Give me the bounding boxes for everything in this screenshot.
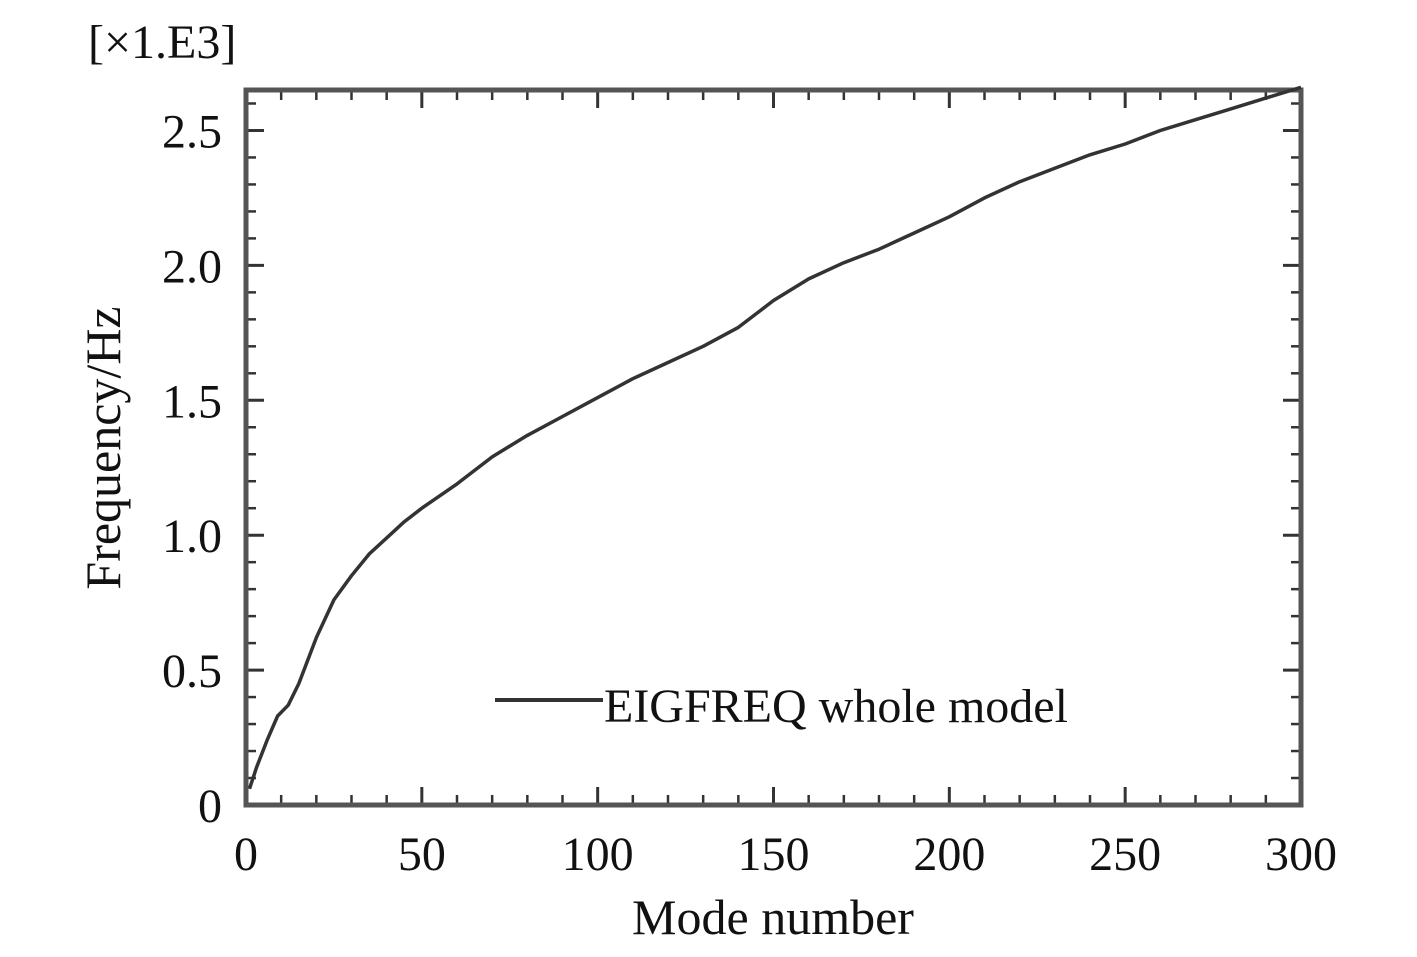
y-tick-label: 2.0 — [162, 240, 222, 293]
x-axis-title: Mode number — [632, 889, 914, 945]
y-axis-title: Frequency/Hz — [75, 306, 131, 589]
y-tick-label: 1.0 — [162, 510, 222, 563]
legend-label: EIGFREQ whole model — [604, 680, 1068, 733]
y-axis-multiplier: [×1.E3] — [88, 16, 236, 69]
x-tick-label: 250 — [1089, 828, 1161, 881]
y-tick-label: 0 — [198, 780, 222, 833]
x-tick-label: 50 — [398, 828, 446, 881]
plot-frame — [243, 87, 1304, 808]
x-tick-label: 0 — [234, 828, 258, 881]
x-tick-label: 100 — [562, 828, 634, 881]
x-tick-label: 200 — [913, 828, 985, 881]
legend: EIGFREQ whole model — [495, 680, 1068, 733]
x-tick-label: 150 — [738, 828, 810, 881]
y-tick-label: 1.5 — [162, 375, 222, 428]
y-tick-label: 2.5 — [162, 105, 222, 158]
tick-labels: 0 50 100 150 200 250 300 0 0.5 1.0 1.5 2.0 2.5 — [162, 105, 1337, 881]
series-line — [247, 85, 1302, 790]
y-tick-label: 0.5 — [162, 645, 222, 698]
x-tick-label: 300 — [1265, 828, 1337, 881]
